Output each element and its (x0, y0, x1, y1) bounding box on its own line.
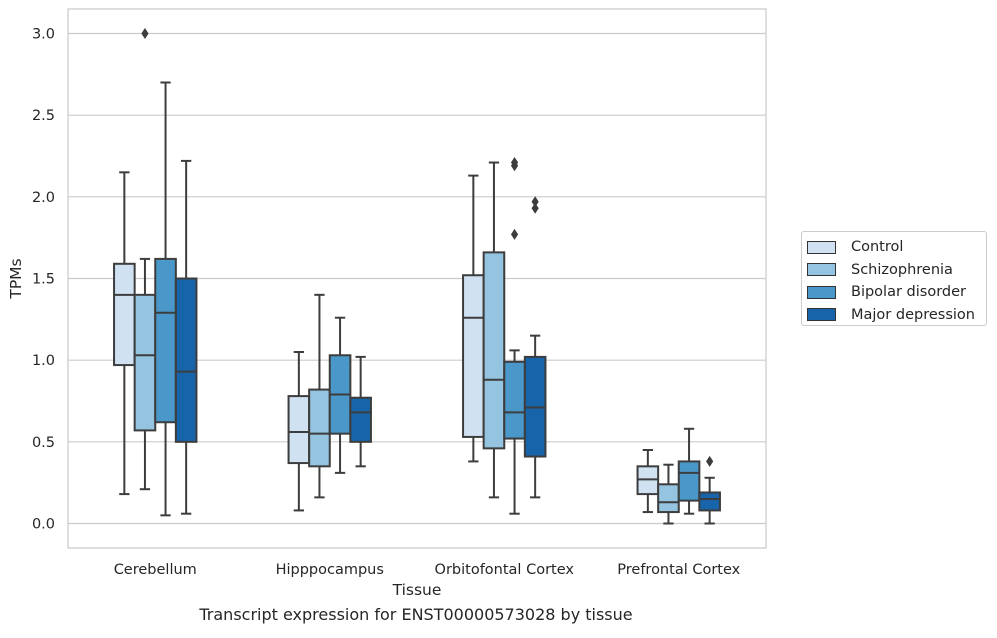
legend-swatch (807, 240, 836, 254)
box (287, 395, 311, 465)
legend-label: Control (851, 239, 904, 256)
legend-item: Control (807, 236, 986, 259)
y-axis-label: TPMs (7, 258, 25, 299)
outlier-point (531, 202, 539, 214)
y-tick-label: 0.0 (32, 517, 55, 533)
y-tick-label: 0.5 (32, 435, 55, 451)
plot-frame (67, 8, 767, 549)
box (657, 483, 680, 514)
outlier-point (141, 28, 149, 39)
x-tick-label: Hipppocampus (276, 562, 384, 578)
y-tick-label: 2.5 (32, 108, 55, 124)
box (677, 460, 701, 502)
box (462, 274, 485, 438)
outlier-point (510, 228, 519, 240)
x-tick-label: Prefrontal Cortex (617, 562, 740, 578)
outlier-point (510, 157, 519, 169)
legend-swatch (807, 263, 836, 277)
x-tick-label: Orbitofontal Cortex (435, 562, 575, 578)
legend-label: Schizophrenia (851, 261, 953, 278)
y-tick-label: 2.0 (32, 190, 55, 206)
legend-item: Major depression (807, 304, 986, 327)
box (113, 262, 136, 367)
box (503, 360, 526, 440)
x-tick-label: Cerebellum (114, 562, 197, 578)
legend: Control Schizophrenia Bipolar disorder Majo… (801, 231, 987, 326)
figure-caption: Transcript expression for ENST0000057302… (199, 605, 633, 624)
box (154, 257, 177, 424)
box (482, 251, 506, 450)
box (349, 396, 372, 443)
y-tick-label: 1.0 (32, 353, 55, 369)
box (133, 293, 157, 432)
legend-label: Bipolar disorder (851, 284, 966, 301)
outlier-point (706, 455, 714, 467)
legend-swatch (807, 308, 836, 322)
legend-item: Schizophrenia (807, 259, 986, 282)
outlier-point (531, 196, 539, 208)
legend-swatch (807, 285, 836, 299)
legend-item: Bipolar disorder (807, 281, 986, 304)
box (174, 277, 198, 443)
box (698, 491, 721, 512)
y-tick-label: 1.5 (32, 272, 55, 288)
x-axis-label: Tissue (392, 581, 442, 599)
y-tick-label: 3.0 (32, 27, 55, 43)
legend-label: Major depression (851, 306, 975, 323)
box (308, 388, 331, 468)
